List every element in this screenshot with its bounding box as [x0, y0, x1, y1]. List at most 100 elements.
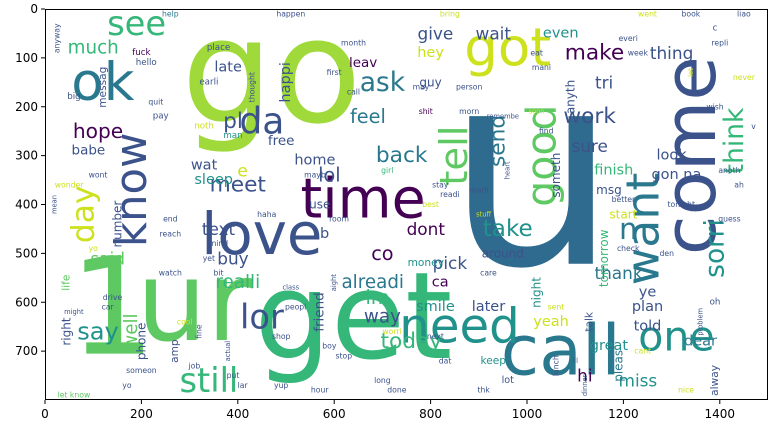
- word-33: hope: [73, 119, 123, 143]
- word-143: hour: [311, 386, 329, 395]
- word-108: earli: [199, 77, 218, 87]
- word-133: yo: [122, 381, 132, 390]
- word-82: friend: [312, 292, 328, 332]
- word-89: tomorrow: [597, 229, 611, 287]
- x-tick-label-5: 1000: [512, 407, 543, 421]
- word-106: fuck: [132, 48, 150, 58]
- word-44: well: [121, 313, 142, 349]
- word-26: work: [563, 104, 616, 129]
- word-72: happi: [278, 62, 294, 103]
- word-191: liao: [737, 9, 751, 18]
- word-95: b: [320, 226, 329, 242]
- word-7: time: [301, 168, 426, 232]
- word-125: watch: [159, 268, 182, 277]
- x-tick-label-3: 600: [323, 407, 346, 421]
- word-70: sleep: [194, 172, 233, 188]
- word-202: v: [751, 122, 756, 131]
- word-196: never: [733, 73, 756, 82]
- word-51: thing: [650, 43, 693, 63]
- word-111: pay: [153, 112, 169, 122]
- word-127: car: [102, 303, 115, 312]
- word-2: get: [255, 247, 453, 387]
- word-123: yet: [203, 254, 215, 263]
- word-174: sent: [548, 303, 565, 312]
- word-192: everi: [619, 34, 638, 43]
- word-67: hi: [577, 366, 592, 386]
- y-axis: 0 100 200 300 400 500 600 700: [15, 2, 45, 358]
- word-4: 1: [70, 229, 156, 386]
- word-147: aight: [330, 274, 338, 291]
- word-170: done: [387, 386, 406, 395]
- word-198: bring: [440, 9, 460, 18]
- word-180: check: [617, 244, 640, 253]
- word-104: help: [162, 9, 179, 18]
- word-117: wonder: [55, 180, 84, 189]
- word-55: look: [657, 148, 688, 164]
- word-186: ah: [734, 180, 744, 189]
- word-30: take: [483, 216, 533, 242]
- word-197: wish: [706, 102, 723, 111]
- word-64: great: [590, 338, 629, 354]
- word-50: even: [543, 25, 579, 41]
- word-32: today: [380, 329, 442, 354]
- word-175: lunch: [551, 355, 560, 376]
- x-tick-label-7: 1400: [705, 407, 736, 421]
- word-99: alway: [709, 365, 721, 396]
- word-137: lar: [238, 381, 249, 390]
- word-93: money: [408, 257, 444, 269]
- word-74: leav: [349, 55, 377, 71]
- word-86: someth: [549, 153, 563, 198]
- word-124: bit: [214, 268, 224, 277]
- word-152: happen: [276, 9, 305, 18]
- word-114: noth: [194, 121, 214, 131]
- word-107: hello: [136, 58, 157, 68]
- word-24: ask: [360, 67, 406, 98]
- word-134: let know: [58, 391, 91, 400]
- word-28: back: [376, 143, 428, 168]
- word-146: stop: [336, 352, 353, 361]
- word-52: tri: [595, 72, 613, 92]
- word-16: good: [517, 105, 565, 207]
- word-101: lot: [502, 375, 515, 386]
- word-187: problem: [697, 308, 705, 336]
- word-150: first: [327, 68, 342, 77]
- word-109: big: [67, 92, 80, 102]
- word-165: care: [480, 268, 497, 277]
- word-181: den: [660, 249, 675, 258]
- word-169: long: [374, 376, 391, 385]
- word-13: need: [399, 299, 519, 355]
- word-56: gon na: [651, 167, 701, 183]
- word-144: mayb: [304, 171, 326, 180]
- word-158: may: [413, 83, 430, 92]
- word-178: nice: [678, 386, 694, 395]
- word-189: went: [638, 9, 657, 18]
- word-96: use: [309, 198, 330, 212]
- word-34: n: [619, 212, 637, 246]
- word-121: reach: [160, 229, 182, 238]
- word-155: stay: [432, 180, 449, 189]
- word-88: start: [609, 207, 637, 221]
- word-129: cool: [177, 317, 193, 326]
- word-119: yo: [89, 244, 99, 253]
- word-138: shop: [272, 332, 291, 341]
- word-65: dear: [684, 333, 717, 349]
- word-75: babe: [72, 143, 106, 159]
- word-128: might: [64, 308, 84, 316]
- word-122: mind: [209, 239, 228, 248]
- word-148: room: [329, 215, 349, 224]
- y-tick-label-0: 0: [30, 2, 38, 16]
- word-66: miss: [618, 370, 657, 390]
- word-21: day: [66, 185, 102, 243]
- word-135: actual: [224, 341, 232, 362]
- word-60: later: [472, 299, 506, 315]
- word-15: tell: [432, 125, 477, 185]
- word-10: know: [107, 133, 157, 248]
- word-73: late: [214, 60, 242, 76]
- word-45: text: [202, 219, 236, 239]
- word-40: way: [364, 306, 401, 327]
- word-188: oh: [710, 297, 721, 307]
- word-12: want: [616, 173, 670, 286]
- plot-frame: [45, 9, 768, 400]
- word-156: girl: [381, 166, 393, 175]
